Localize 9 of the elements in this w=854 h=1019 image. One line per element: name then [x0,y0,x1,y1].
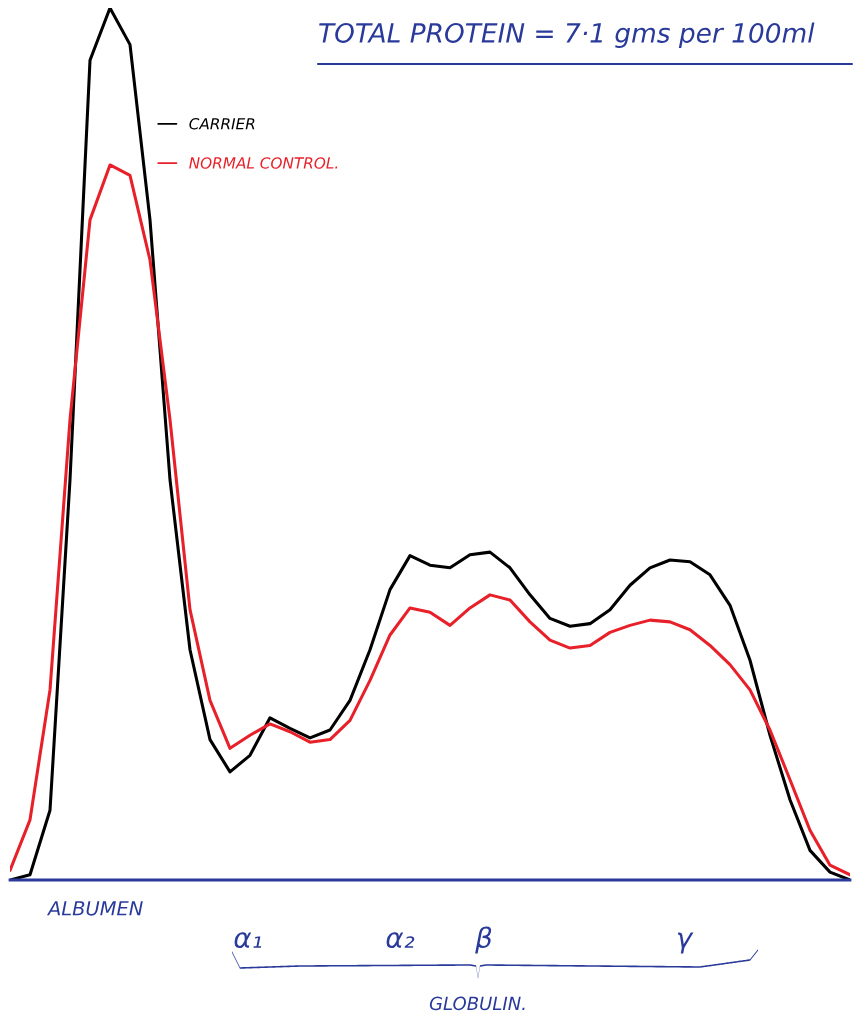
text: GLOBULIN. [429,996,525,1011]
text: TOTAL PROTEIN = 7·1 gms per 100ml [319,22,815,48]
text: ALBUMEN [46,901,143,916]
legend-label: NORMAL CONTROL. [189,157,338,169]
legend-label: CARRIER [189,117,255,130]
text: γ [677,932,694,954]
text: β [475,926,492,954]
text: α₁ [234,932,262,948]
text: α₂ [386,932,415,948]
